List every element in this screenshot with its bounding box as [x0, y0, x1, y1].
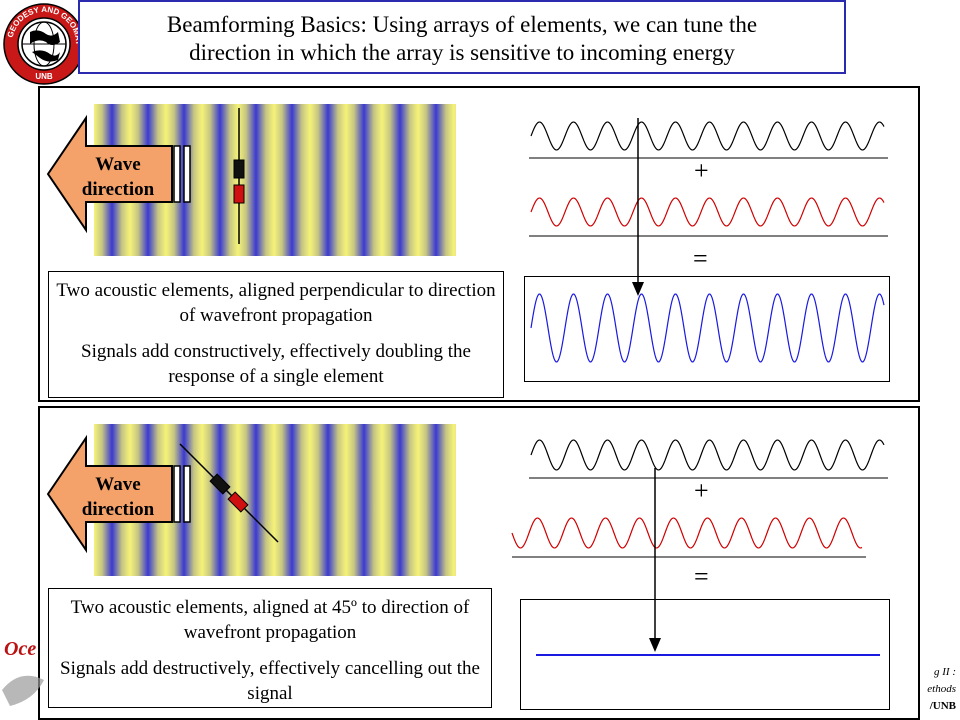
- caption-bottom-2: Signals add destructively, effectively c…: [60, 658, 480, 704]
- caption-box-top: Two acoustic elements, aligned perpendic…: [48, 271, 504, 398]
- footer-line-2: ethods: [927, 683, 956, 695]
- footer-line-3: /UNB: [929, 700, 956, 712]
- caption-top-1: Two acoustic elements, aligned perpendic…: [56, 280, 496, 326]
- equals-sign-top: =: [693, 244, 708, 273]
- globe-seal-icon: [21, 21, 67, 67]
- caption-top-2: Signals add constructively, effectively …: [81, 341, 471, 387]
- caption-box-bottom: Two acoustic elements, aligned at 45º to…: [48, 588, 492, 708]
- plus-sign-top: +: [694, 156, 709, 185]
- footer-line-1: g II :: [934, 666, 956, 678]
- sum-result-box-top: [524, 276, 890, 382]
- equals-sign-bottom: =: [694, 562, 709, 591]
- caption-bottom-1: Two acoustic elements, aligned at 45º to…: [70, 597, 470, 643]
- logo-text-bottom: UNB: [35, 72, 53, 81]
- sum-result-box-bottom: [520, 599, 890, 710]
- title-box: Beamforming Basics: Using arrays of elem…: [78, 0, 846, 74]
- wavefront-field-bottom: [94, 424, 456, 576]
- title-line-2: direction in which the array is sensitiv…: [189, 40, 735, 65]
- footer-credit: g II : ethods /UNB: [916, 664, 956, 715]
- plus-sign-bottom: +: [694, 476, 709, 505]
- title-line-1: Beamforming Basics: Using arrays of elem…: [166, 12, 758, 37]
- unb-geodesy-seal-logo: GEODESY AND GEOMATICS UNB: [2, 2, 85, 85]
- footer-partial-title: Oce: [4, 638, 37, 660]
- wavefront-field-top: [94, 104, 456, 256]
